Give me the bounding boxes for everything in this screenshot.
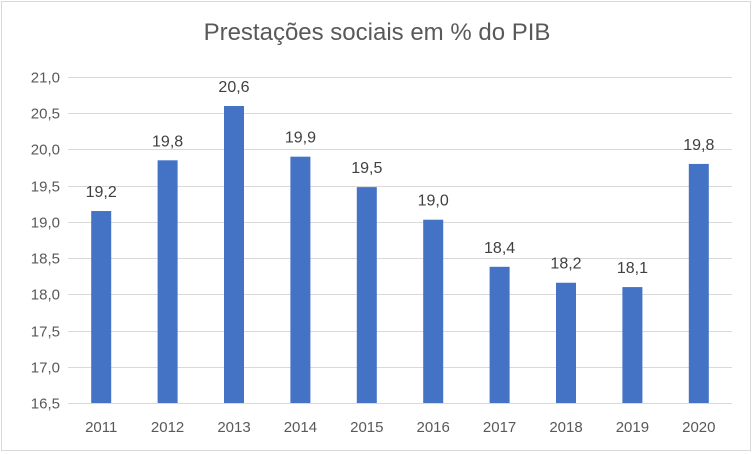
data-label-2011: 19,2 <box>86 184 117 201</box>
x-tick-label: 2019 <box>616 419 649 436</box>
y-tick-label: 17,0 <box>31 360 60 377</box>
x-tick-label: 2020 <box>682 419 715 436</box>
y-tick-label: 18,5 <box>31 251 60 268</box>
data-label-2012: 19,8 <box>152 133 183 150</box>
bar-2014 <box>290 156 311 403</box>
gridlines <box>68 77 732 404</box>
y-tick-label: 17,5 <box>31 324 60 341</box>
y-axis-ticks: 16,5 17,0 17,5 18,0 18,5 19,0 19,5 20,0 20,5 21,0 <box>31 70 60 413</box>
bar-2017 <box>489 266 510 403</box>
data-labels: 19,2 19,8 20,6 19,9 19,5 19,0 18,4 18,2 18,1 19,8 <box>86 79 715 277</box>
bar-2019 <box>622 287 643 403</box>
y-tick-label: 20,0 <box>31 142 60 159</box>
x-tick-label: 2017 <box>483 419 516 436</box>
x-tick-label: 2012 <box>151 419 184 436</box>
x-tick-label: 2015 <box>350 419 383 436</box>
x-tick-label: 2018 <box>549 419 582 436</box>
bar-2020 <box>688 163 709 403</box>
bar-2013 <box>224 105 244 403</box>
bar-2011 <box>91 211 112 403</box>
x-tick-label: 2014 <box>284 419 317 436</box>
y-tick-label: 18,0 <box>31 287 60 304</box>
x-tick-label: 2013 <box>217 419 250 436</box>
x-axis-ticks: 2011 2012 2013 2014 2015 2016 2017 2018 2019 2020 <box>85 419 715 436</box>
bar-2016 <box>423 219 444 403</box>
bar-2015 <box>356 187 377 403</box>
data-label-2017: 18,4 <box>484 240 515 257</box>
data-label-2015: 19,5 <box>351 160 382 177</box>
y-tick-label: 20,5 <box>31 106 60 123</box>
data-label-2014: 19,9 <box>285 130 316 147</box>
bar-2012 <box>157 160 178 403</box>
y-tick-label: 19,5 <box>31 179 60 196</box>
data-label-2018: 18,2 <box>550 256 581 273</box>
y-tick-label: 16,5 <box>31 396 60 413</box>
data-label-2020: 19,8 <box>683 137 714 154</box>
data-label-2016: 19,0 <box>418 193 449 210</box>
data-label-2013: 20,6 <box>218 79 249 96</box>
y-tick-label: 21,0 <box>31 70 60 87</box>
bar-2018 <box>556 282 576 403</box>
x-tick-label: 2011 <box>85 419 117 436</box>
x-tick-label: 2016 <box>417 419 450 436</box>
chart-title: Prestações sociais em % do PIB <box>203 19 551 46</box>
y-tick-label: 19,0 <box>31 215 60 232</box>
data-label-2019: 18,1 <box>617 260 648 277</box>
bars <box>91 105 709 403</box>
